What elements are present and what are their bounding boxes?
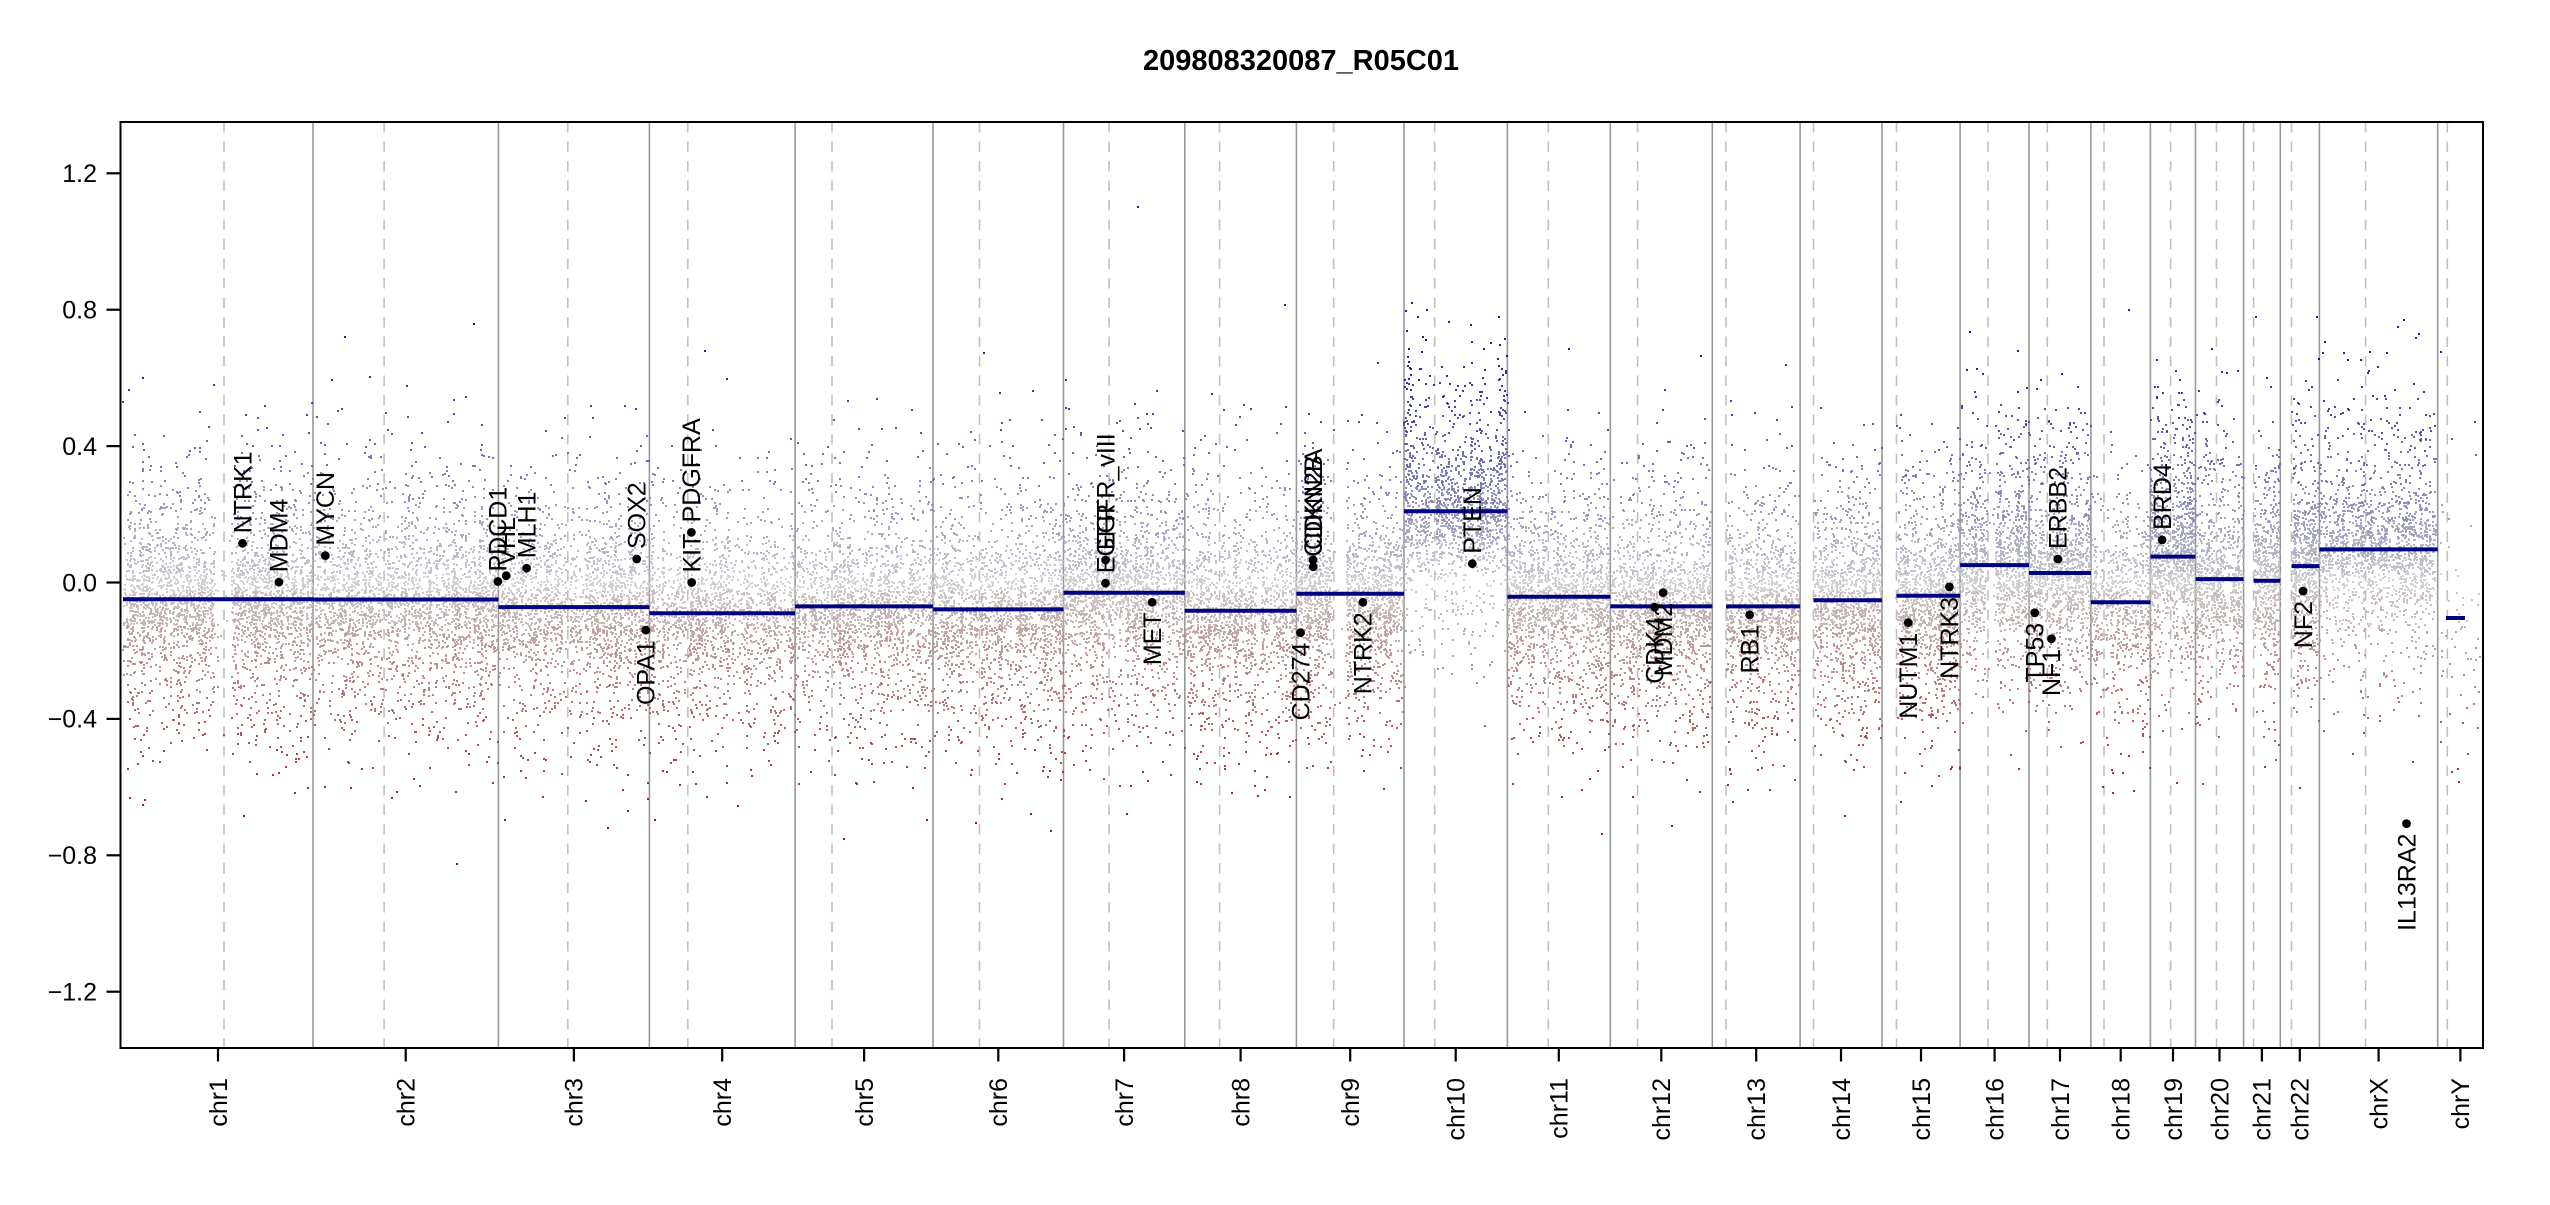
svg-text:NUTM1: NUTM1 bbox=[1895, 633, 1923, 719]
svg-text:NTRK1: NTRK1 bbox=[229, 451, 257, 533]
svg-text:−0.8: −0.8 bbox=[48, 842, 97, 870]
svg-text:IL13RA2: IL13RA2 bbox=[2393, 834, 2421, 931]
svg-text:PTEN: PTEN bbox=[1459, 487, 1487, 554]
svg-text:0.0: 0.0 bbox=[62, 569, 97, 597]
svg-text:chr13: chr13 bbox=[1743, 1078, 1771, 1141]
svg-text:NTRK2: NTRK2 bbox=[1350, 612, 1378, 694]
svg-text:chr19: chr19 bbox=[2160, 1078, 2188, 1141]
svg-text:0.4: 0.4 bbox=[62, 433, 97, 461]
svg-text:chr20: chr20 bbox=[2206, 1078, 2234, 1141]
svg-text:chrY: chrY bbox=[2447, 1078, 2475, 1130]
svg-text:chr1: chr1 bbox=[205, 1078, 233, 1127]
svg-text:MLH1: MLH1 bbox=[513, 492, 541, 559]
svg-text:chr4: chr4 bbox=[709, 1078, 737, 1127]
svg-text:ERBB2: ERBB2 bbox=[2045, 467, 2073, 549]
svg-text:chr7: chr7 bbox=[1111, 1078, 1139, 1127]
svg-text:RB1: RB1 bbox=[1736, 625, 1764, 674]
svg-text:−0.4: −0.4 bbox=[48, 706, 97, 734]
svg-text:NF1: NF1 bbox=[2038, 649, 2066, 696]
svg-text:MET: MET bbox=[1139, 612, 1167, 665]
svg-text:EGFR_vIII: EGFR_vIII bbox=[1092, 433, 1120, 550]
svg-text:MYCN: MYCN bbox=[312, 472, 340, 546]
svg-text:MDM4: MDM4 bbox=[266, 498, 294, 572]
svg-text:chr12: chr12 bbox=[1648, 1078, 1676, 1141]
svg-text:chr9: chr9 bbox=[1337, 1078, 1365, 1127]
svg-text:OPA1: OPA1 bbox=[633, 640, 661, 705]
svg-text:chr3: chr3 bbox=[561, 1078, 589, 1127]
svg-text:BRD4: BRD4 bbox=[2149, 463, 2177, 530]
svg-text:NTRK3: NTRK3 bbox=[1936, 597, 1964, 679]
svg-text:1.2: 1.2 bbox=[62, 160, 97, 188]
svg-text:chr18: chr18 bbox=[2107, 1078, 2135, 1141]
svg-text:TP53: TP53 bbox=[2022, 623, 2050, 683]
svg-text:SOX2: SOX2 bbox=[623, 482, 651, 549]
svg-text:−1.2: −1.2 bbox=[48, 978, 97, 1006]
svg-text:chrX: chrX bbox=[2365, 1078, 2393, 1130]
svg-text:CDKN2A: CDKN2A bbox=[1300, 448, 1328, 550]
svg-text:chr17: chr17 bbox=[2047, 1078, 2075, 1141]
svg-text:chr21: chr21 bbox=[2249, 1078, 2277, 1141]
svg-text:0.8: 0.8 bbox=[62, 296, 97, 324]
svg-text:CDKN2B: CDKN2B bbox=[1300, 455, 1328, 556]
svg-text:PDGFRA: PDGFRA bbox=[678, 418, 706, 523]
svg-text:chr14: chr14 bbox=[1828, 1078, 1856, 1141]
svg-text:209808320087_R05C01: 209808320087_R05C01 bbox=[1143, 45, 1459, 77]
svg-text:VHL: VHL bbox=[493, 517, 521, 566]
svg-text:CDK4: CDK4 bbox=[1641, 617, 1669, 684]
svg-text:chr5: chr5 bbox=[851, 1078, 879, 1127]
svg-text:PDCD1: PDCD1 bbox=[485, 487, 513, 572]
svg-text:CD274: CD274 bbox=[1287, 643, 1315, 721]
svg-text:chr16: chr16 bbox=[1981, 1078, 2009, 1141]
svg-text:NF2: NF2 bbox=[2290, 601, 2318, 648]
svg-text:chr11: chr11 bbox=[1546, 1078, 1574, 1139]
svg-text:chr2: chr2 bbox=[392, 1078, 420, 1127]
svg-text:KIT: KIT bbox=[678, 534, 706, 573]
svg-text:chr15: chr15 bbox=[1908, 1078, 1936, 1141]
svg-text:chr6: chr6 bbox=[985, 1078, 1013, 1127]
svg-text:MDM2: MDM2 bbox=[1650, 603, 1678, 677]
svg-text:chr8: chr8 bbox=[1227, 1078, 1255, 1127]
svg-text:chr22: chr22 bbox=[2287, 1078, 2315, 1141]
svg-text:chr10: chr10 bbox=[1442, 1078, 1470, 1141]
